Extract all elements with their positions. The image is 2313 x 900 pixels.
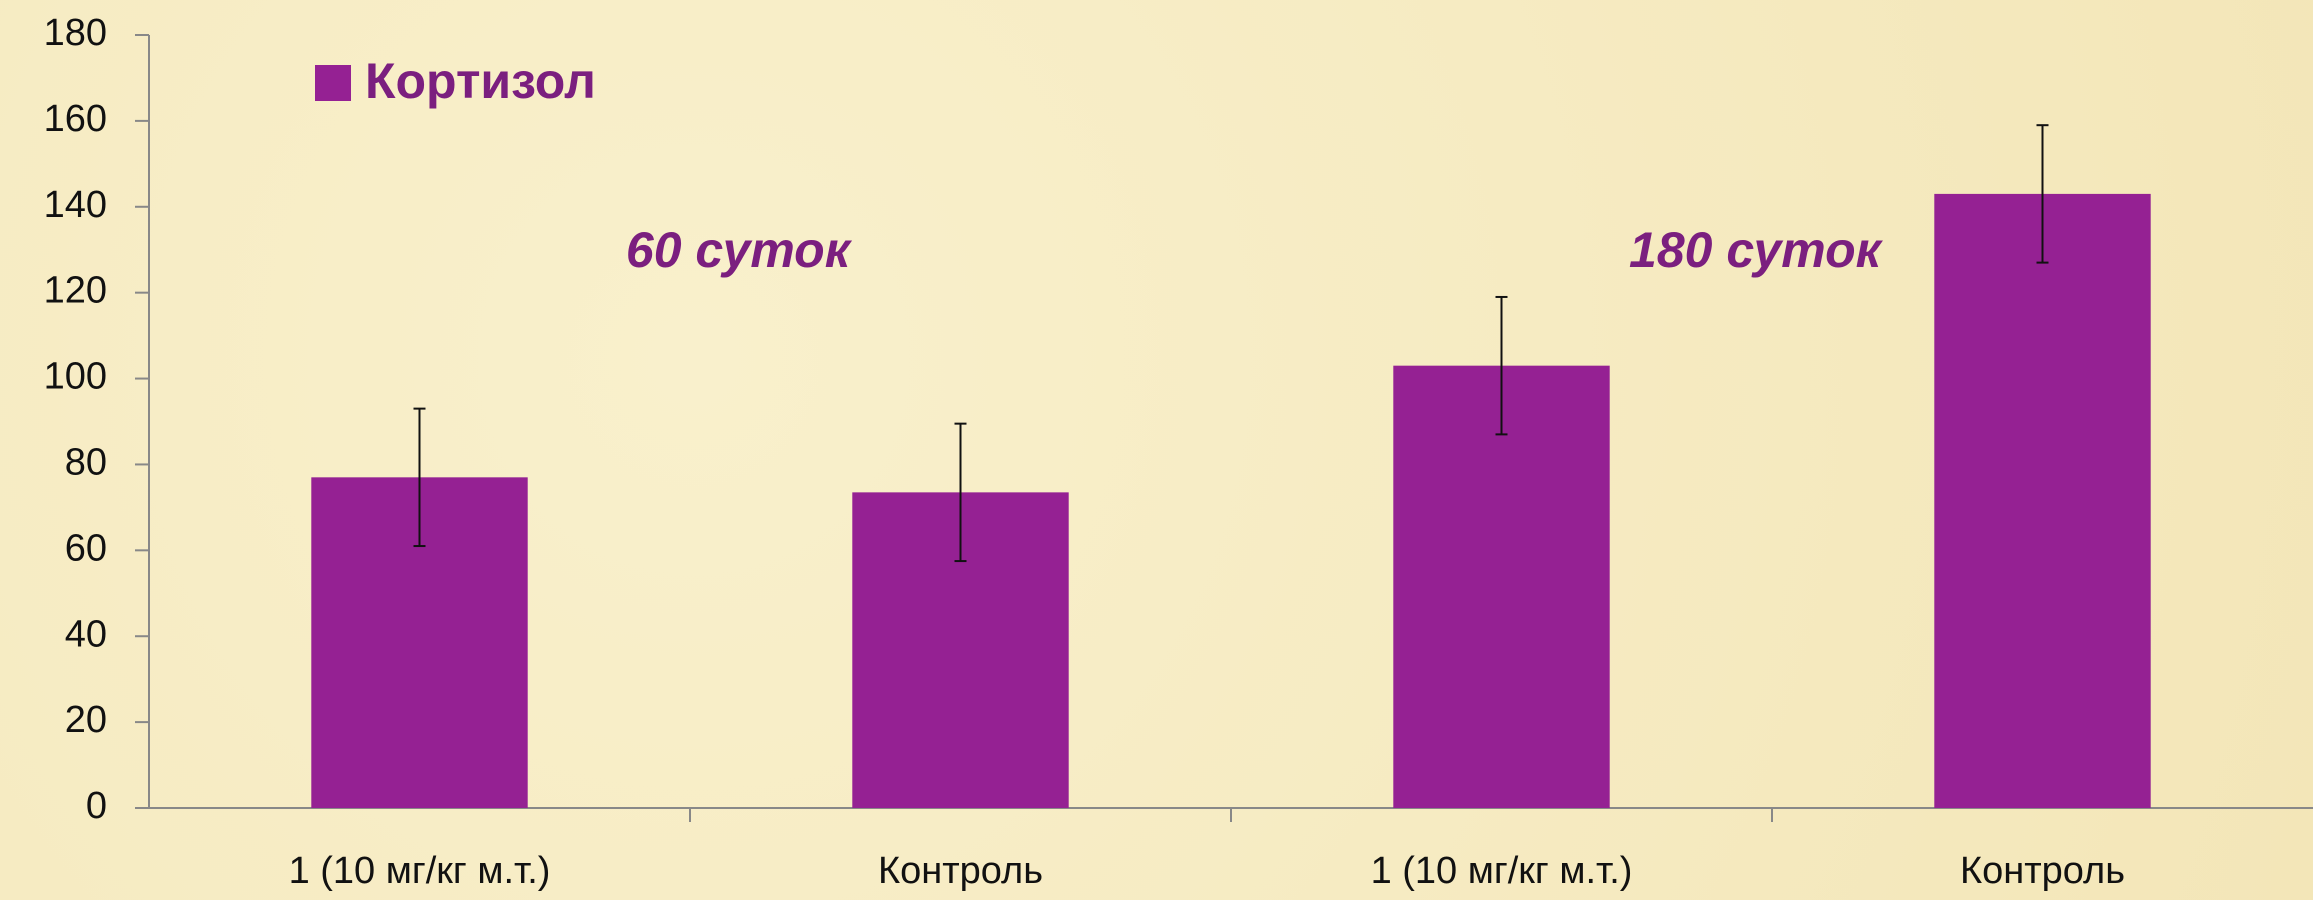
y-tick-label: 180 [44,12,107,54]
y-tick-label: 120 [44,270,107,312]
x-tick-label: 1 (10 мг/кг м.т.) [1371,850,1633,892]
legend-label: Кортизол [365,53,596,109]
bar [1934,193,2151,809]
y-tick-label: 100 [44,356,107,398]
x-tick-label: Контроль [878,850,1043,892]
annotation: 180 суток [1629,222,1884,278]
y-tick-label: 40 [65,613,107,655]
y-tick-label: 60 [65,527,107,569]
annotation: 60 суток [626,222,853,278]
legend-swatch [315,65,351,101]
x-tick-label: 1 (10 мг/кг м.т.) [289,850,551,892]
y-tick-label: 0 [86,785,107,827]
y-tick-label: 140 [44,184,107,226]
y-tick-label: 80 [65,441,107,483]
bar [1393,365,1610,808]
y-tick-label: 160 [44,98,107,140]
y-tick-label: 20 [65,699,107,741]
x-tick-label: Контроль [1960,850,2125,892]
